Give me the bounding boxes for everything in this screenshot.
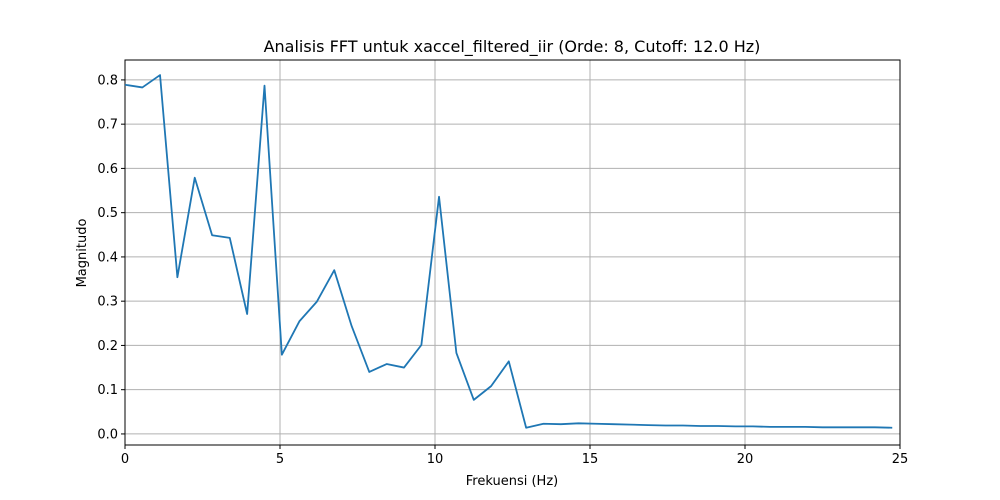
plot-area-frame — [124, 59, 901, 446]
y-tick-label: 0.5 — [97, 206, 118, 221]
fft-magnitude-line — [124, 74, 893, 429]
y-axis-label: Magnitudo — [75, 219, 90, 288]
y-tick-label: 0.6 — [97, 162, 118, 177]
series-layer — [124, 74, 893, 429]
y-tick-label: 0.8 — [97, 73, 118, 88]
x-axis-label: Frekuensi (Hz) — [466, 474, 558, 489]
y-tick-label: 0.4 — [97, 250, 118, 265]
y-tick-label: 0.3 — [97, 295, 118, 310]
x-tick-label: 0 — [121, 452, 129, 467]
x-tick-label: 10 — [427, 452, 444, 467]
chart-title: Analisis FFT untuk xaccel_filtered_iir (… — [264, 37, 761, 57]
y-tick-label: 0.1 — [97, 383, 118, 398]
x-tick-label: 25 — [892, 452, 909, 467]
x-tick-label: 5 — [276, 452, 284, 467]
x-tick-label: 15 — [582, 452, 599, 467]
grid-lines — [124, 60, 901, 445]
x-axis-ticks: 0 5 10 15 20 25 — [121, 445, 908, 467]
y-tick-label: 0.7 — [97, 118, 118, 133]
x-tick-label: 20 — [737, 452, 754, 467]
y-axis-ticks: 0.0 0.1 0.2 0.3 0.4 0.5 0.6 0.7 0.8 — [97, 73, 125, 442]
y-tick-label: 0.0 — [97, 427, 118, 442]
y-tick-label: 0.2 — [97, 339, 118, 354]
